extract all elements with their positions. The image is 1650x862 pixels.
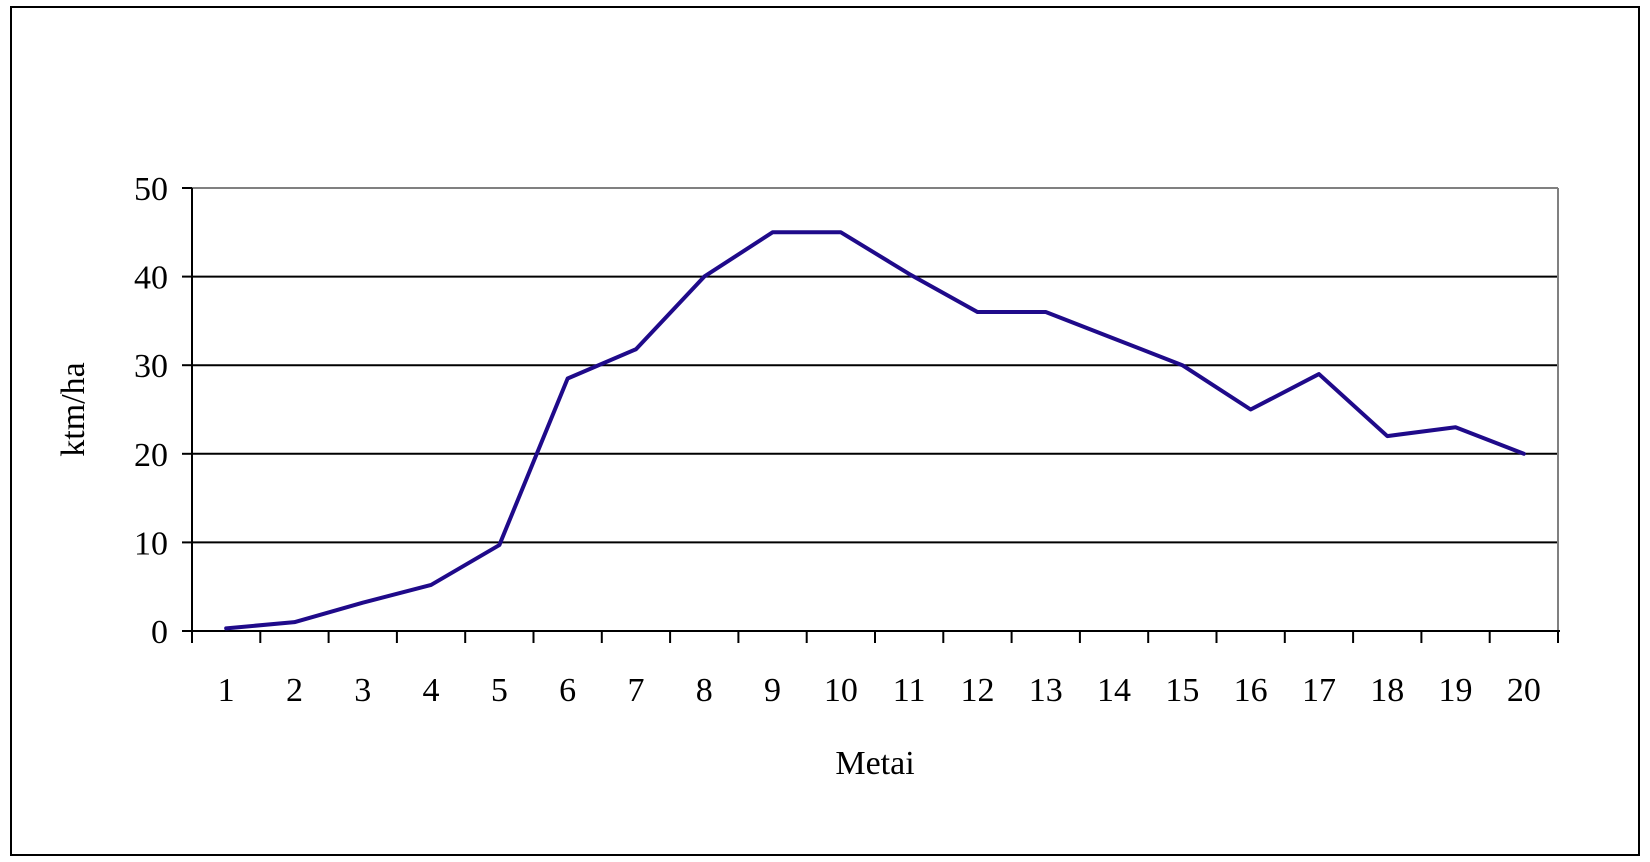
y-tick-label: 20 [134,437,168,474]
y-tick-label: 10 [134,525,168,562]
y-tick-labels: 0 10 20 30 40 50 [134,171,168,651]
series-line [224,230,1526,631]
x-tick-label: 16 [1234,672,1268,709]
x-tick-label: 7 [627,672,644,709]
chart-frame: 0 10 20 30 40 50 1 2 3 4 5 6 7 8 9 10 11 12 13 14 15 16 17 18 1… [10,6,1640,856]
y-tick-label: 50 [134,171,168,208]
x-tick-label: 8 [696,672,713,709]
x-tick-label: 10 [824,672,858,709]
gridlines [192,275,1558,544]
x-tick-label: 18 [1370,672,1404,709]
x-tick-label: 13 [1029,672,1063,709]
y-tick-label: 40 [134,260,168,297]
x-tick-label: 1 [218,672,235,709]
axes [191,187,1560,632]
x-tick-label: 19 [1439,672,1473,709]
x-tick-labels: 1 2 3 4 5 6 7 8 9 10 11 12 13 14 15 16 17 18 19 20 [218,672,1541,709]
x-tick-label: 15 [1165,672,1199,709]
x-tick-label: 4 [423,672,440,709]
x-tick-label: 6 [559,672,576,709]
x-tick-label: 9 [764,672,781,709]
x-tick-label: 20 [1507,672,1541,709]
x-tick-label: 5 [491,672,508,709]
series-lines [224,230,1526,631]
y-tick-label: 0 [151,614,168,651]
x-axis-title: Metai [835,745,914,782]
x-tick-label: 2 [286,672,303,709]
y-axis-title: ktm/ha [55,362,92,456]
tick-marks [182,187,1559,643]
x-tick-label: 11 [893,672,926,709]
x-tick-label: 3 [354,672,371,709]
x-tick-label: 14 [1097,672,1131,709]
x-tick-label: 17 [1302,672,1336,709]
y-tick-label: 30 [134,348,168,385]
x-tick-label: 12 [960,672,994,709]
